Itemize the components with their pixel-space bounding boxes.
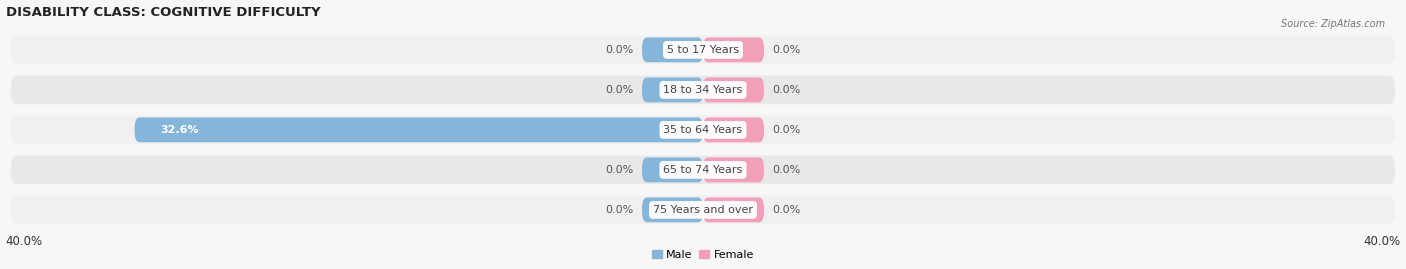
Text: 0.0%: 0.0% (605, 45, 633, 55)
Text: 18 to 34 Years: 18 to 34 Years (664, 85, 742, 95)
Text: 0.0%: 0.0% (773, 85, 801, 95)
Text: 0.0%: 0.0% (605, 85, 633, 95)
FancyBboxPatch shape (703, 77, 763, 102)
FancyBboxPatch shape (643, 157, 703, 182)
FancyBboxPatch shape (11, 196, 1395, 224)
FancyBboxPatch shape (703, 197, 763, 222)
FancyBboxPatch shape (643, 37, 703, 62)
FancyBboxPatch shape (135, 118, 703, 142)
Text: 65 to 74 Years: 65 to 74 Years (664, 165, 742, 175)
FancyBboxPatch shape (11, 115, 1395, 144)
FancyBboxPatch shape (643, 197, 703, 222)
Text: 0.0%: 0.0% (605, 205, 633, 215)
FancyBboxPatch shape (703, 157, 763, 182)
Text: 0.0%: 0.0% (773, 165, 801, 175)
FancyBboxPatch shape (11, 155, 1395, 184)
FancyBboxPatch shape (703, 118, 763, 142)
Text: 32.6%: 32.6% (160, 125, 200, 135)
Text: 0.0%: 0.0% (773, 125, 801, 135)
Text: 35 to 64 Years: 35 to 64 Years (664, 125, 742, 135)
Text: 0.0%: 0.0% (773, 45, 801, 55)
Text: 40.0%: 40.0% (6, 235, 42, 248)
FancyBboxPatch shape (11, 76, 1395, 104)
Text: DISABILITY CLASS: COGNITIVE DIFFICULTY: DISABILITY CLASS: COGNITIVE DIFFICULTY (6, 6, 321, 19)
Legend: Male, Female: Male, Female (647, 245, 759, 264)
FancyBboxPatch shape (643, 77, 703, 102)
Text: 40.0%: 40.0% (1364, 235, 1400, 248)
FancyBboxPatch shape (703, 37, 763, 62)
Text: Source: ZipAtlas.com: Source: ZipAtlas.com (1281, 19, 1385, 29)
Text: 5 to 17 Years: 5 to 17 Years (666, 45, 740, 55)
Text: 0.0%: 0.0% (605, 165, 633, 175)
Text: 0.0%: 0.0% (773, 205, 801, 215)
Text: 75 Years and over: 75 Years and over (652, 205, 754, 215)
FancyBboxPatch shape (11, 36, 1395, 64)
